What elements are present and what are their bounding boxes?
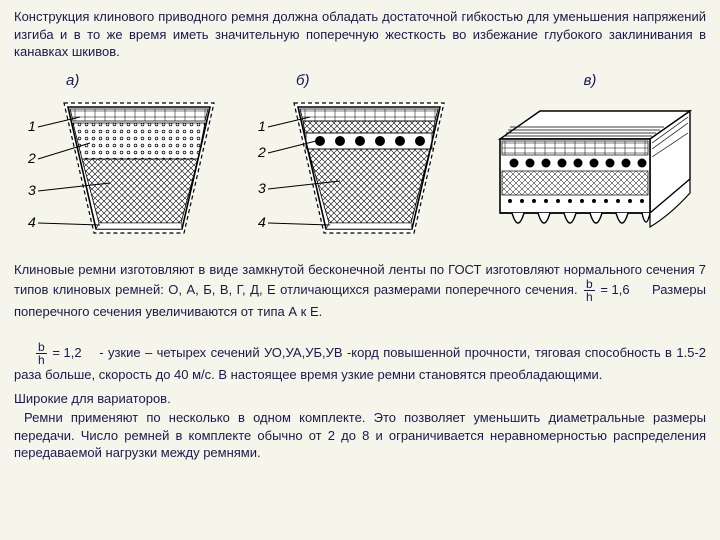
- paragraph-5: Ремни применяют по несколько в одном ком…: [0, 407, 720, 468]
- paragraph-2: Клиновые ремни изготовляют в виде замкну…: [0, 253, 720, 327]
- figure-b-svg: 1 2 3 4: [250, 93, 450, 243]
- figure-b: б) 1: [250, 71, 450, 243]
- callout-2b: 2: [257, 144, 266, 160]
- callout-1: 1: [28, 118, 36, 134]
- figure-row: а): [0, 67, 720, 253]
- callout-4b: 4: [258, 214, 266, 230]
- paragraph-4: Широкие для вариаторов.: [0, 390, 720, 408]
- figure-b-label: б): [296, 71, 309, 91]
- callout-3b: 3: [258, 180, 266, 196]
- figure-c-label: в): [584, 71, 597, 91]
- callout-3: 3: [28, 182, 36, 198]
- figure-a: а): [20, 71, 220, 243]
- figure-c: в): [480, 71, 700, 243]
- figure-a-label: а): [66, 71, 79, 91]
- figure-c-svg: [480, 93, 700, 243]
- callout-4: 4: [28, 214, 36, 230]
- callout-2: 2: [27, 150, 36, 166]
- callout-1b: 1: [258, 118, 266, 134]
- formula-2: bh = 1,2: [34, 341, 82, 366]
- para3-text: - узкие – четырех сечений УО,УА,УБ,УВ -к…: [14, 345, 706, 382]
- paragraph-3: bh = 1,2 - узкие – четырех сечений УО,УА…: [0, 327, 720, 390]
- formula-1: bh = 1,6: [582, 278, 630, 303]
- paragraph-intro: Конструкция клинового приводного ремня д…: [0, 0, 720, 67]
- figure-a-svg: 1 2 3 4: [20, 93, 220, 243]
